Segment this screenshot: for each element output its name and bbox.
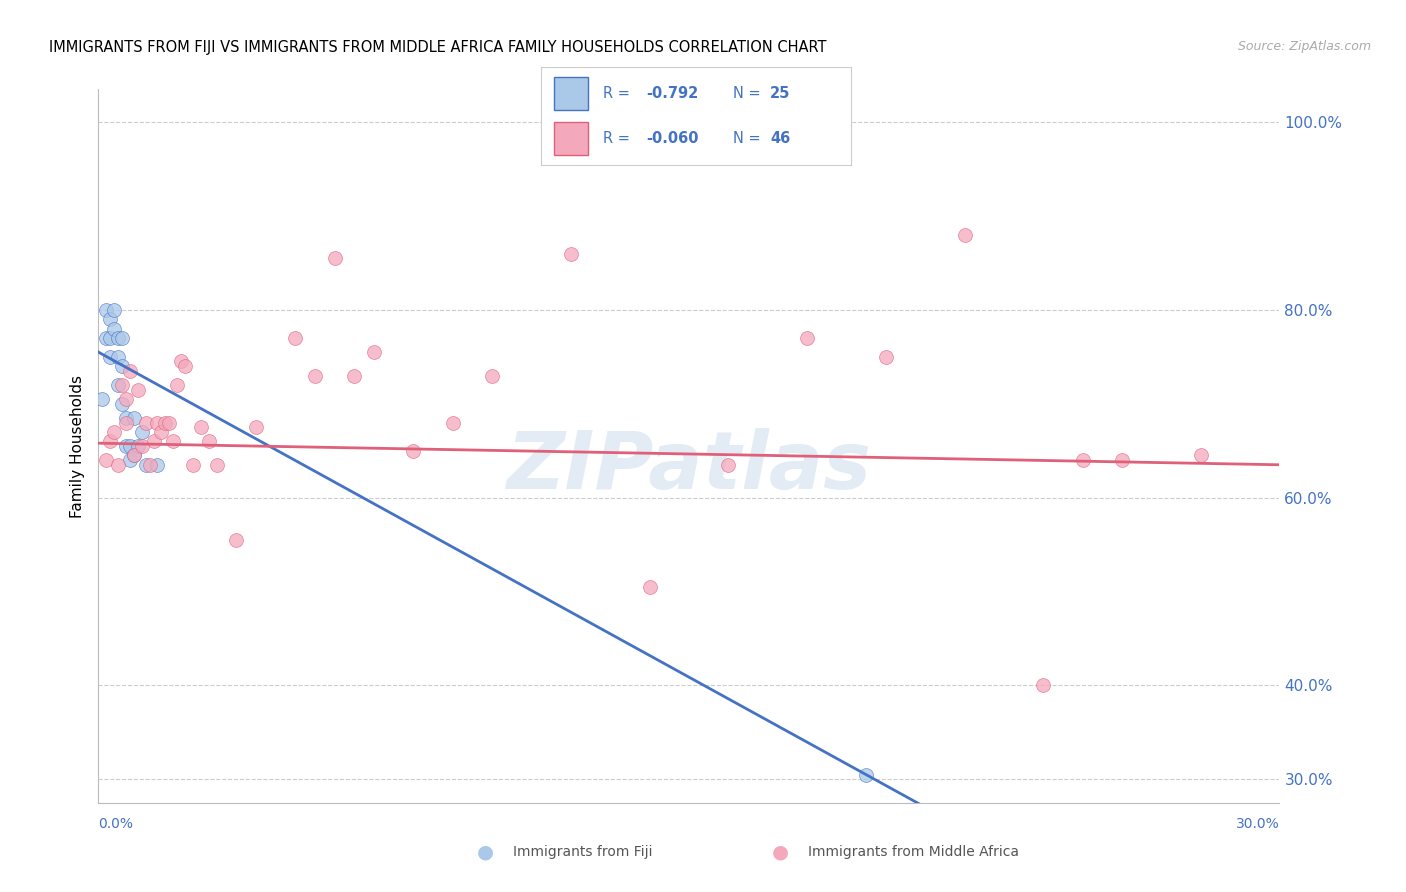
Text: Immigrants from Fiji: Immigrants from Fiji	[513, 845, 652, 859]
Point	[98, 350, 121, 364]
Point	[96, 302, 118, 317]
Point	[1111, 453, 1133, 467]
Point	[166, 378, 188, 392]
Text: IMMIGRANTS FROM FIJI VS IMMIGRANTS FROM MIDDLE AFRICA FAMILY HOUSEHOLDS CORRELAT: IMMIGRANTS FROM FIJI VS IMMIGRANTS FROM …	[49, 40, 827, 55]
Point	[481, 368, 503, 383]
Point	[560, 246, 582, 260]
Point	[150, 425, 173, 439]
Point	[91, 392, 114, 406]
Text: ZIPatlas: ZIPatlas	[506, 428, 872, 507]
Point	[98, 312, 121, 326]
Point	[118, 439, 141, 453]
Point	[138, 458, 160, 472]
Point	[111, 331, 134, 345]
Point	[135, 416, 157, 430]
Point	[115, 416, 138, 430]
Bar	[554, 122, 588, 155]
Point	[162, 434, 184, 449]
Point	[717, 458, 740, 472]
Point	[115, 439, 138, 453]
Point	[107, 378, 129, 392]
Text: -0.060: -0.060	[647, 131, 699, 146]
Text: N =: N =	[733, 86, 765, 101]
Point	[131, 425, 153, 439]
Point	[441, 416, 464, 430]
Point	[115, 392, 138, 406]
Point	[146, 458, 169, 472]
Point	[323, 251, 346, 265]
Point	[103, 425, 125, 439]
Point	[96, 453, 118, 467]
Text: 0.0%: 0.0%	[98, 817, 134, 830]
Point	[118, 453, 141, 467]
Point	[197, 434, 219, 449]
Point	[96, 331, 118, 345]
Point	[135, 458, 157, 472]
Text: N =: N =	[733, 131, 765, 146]
Text: 25: 25	[770, 86, 790, 101]
Point	[284, 331, 307, 345]
Point	[103, 302, 125, 317]
Y-axis label: Family Households: Family Households	[70, 375, 86, 517]
Point	[122, 449, 145, 463]
Point	[343, 368, 366, 383]
Point	[205, 458, 228, 472]
Point	[103, 321, 125, 335]
Point	[304, 368, 326, 383]
Point	[98, 331, 121, 345]
Text: R =: R =	[603, 131, 634, 146]
Text: Source: ZipAtlas.com: Source: ZipAtlas.com	[1237, 40, 1371, 54]
Point	[118, 364, 141, 378]
Point	[122, 449, 145, 463]
Text: -0.792: -0.792	[647, 86, 699, 101]
Point	[98, 434, 121, 449]
Point	[1032, 678, 1054, 692]
Point	[131, 439, 153, 453]
Point	[402, 443, 425, 458]
Point	[796, 331, 818, 345]
Text: R =: R =	[603, 86, 634, 101]
Bar	[554, 77, 588, 110]
Point	[363, 345, 385, 359]
Point	[155, 416, 177, 430]
Point	[122, 410, 145, 425]
Point	[157, 416, 180, 430]
Point	[107, 458, 129, 472]
Point	[1189, 449, 1212, 463]
Point	[245, 420, 267, 434]
Text: ●: ●	[772, 842, 789, 862]
Point	[1071, 453, 1094, 467]
Point	[190, 420, 212, 434]
Point	[142, 434, 165, 449]
Point	[107, 331, 129, 345]
Text: 46: 46	[770, 131, 790, 146]
Point	[127, 439, 149, 453]
Point	[855, 767, 877, 781]
Text: 30.0%: 30.0%	[1236, 817, 1279, 830]
Point	[127, 383, 149, 397]
Point	[225, 533, 247, 547]
Point	[174, 359, 197, 374]
Point	[111, 397, 134, 411]
Point	[111, 378, 134, 392]
Point	[875, 350, 897, 364]
Point	[146, 416, 169, 430]
Point	[111, 359, 134, 374]
Point	[107, 350, 129, 364]
Point	[953, 227, 976, 242]
Point	[115, 410, 138, 425]
Text: ●: ●	[477, 842, 494, 862]
Point	[170, 354, 193, 368]
Point	[181, 458, 204, 472]
Text: Immigrants from Middle Africa: Immigrants from Middle Africa	[808, 845, 1019, 859]
Point	[638, 580, 661, 594]
